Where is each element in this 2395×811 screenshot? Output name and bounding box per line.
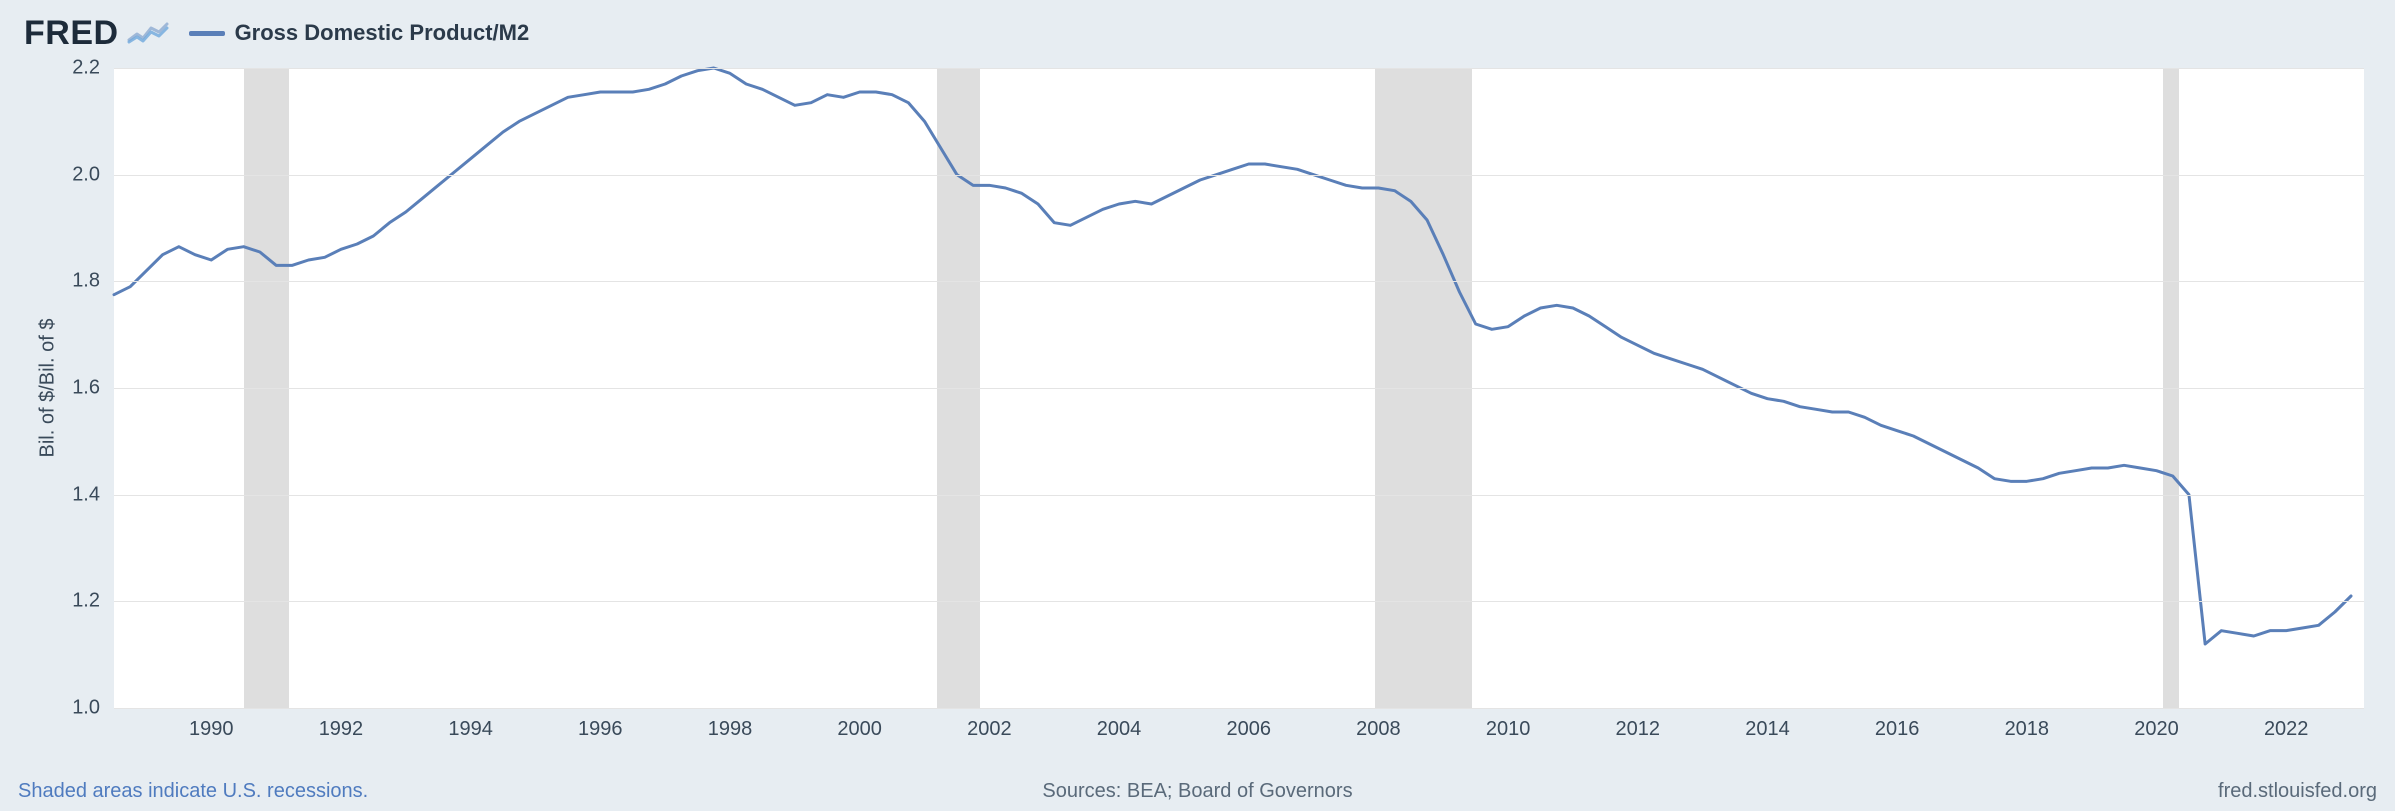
x-tick-label: 2008 (1356, 708, 1401, 741)
x-tick-label: 1990 (189, 708, 234, 741)
grid-line (114, 175, 2364, 176)
x-tick-label: 2002 (967, 708, 1012, 741)
chart: Bil. of $/Bil. of $ 1.01.21.41.61.82.02.… (18, 64, 2377, 754)
x-tick-label: 2004 (1097, 708, 1142, 741)
x-tick-label: 2000 (837, 708, 882, 741)
chart-footer: Shaded areas indicate U.S. recessions. S… (18, 780, 2377, 803)
chart-legend: Gross Domestic Product/M2 (189, 20, 530, 46)
y-tick-label: 2.0 (72, 163, 114, 186)
x-tick-label: 1994 (448, 708, 493, 741)
y-tick-label: 1.6 (72, 377, 114, 400)
sources-note: Sources: BEA; Board of Governors (1042, 780, 1352, 803)
x-tick-label: 2014 (1745, 708, 1790, 741)
grid-line (114, 388, 2364, 389)
grid-line (114, 281, 2364, 282)
x-tick-label: 1996 (578, 708, 623, 741)
legend-swatch (189, 31, 225, 36)
y-axis-label: Bil. of $/Bil. of $ (37, 319, 60, 458)
x-tick-label: 1998 (708, 708, 753, 741)
x-tick-label: 2020 (2134, 708, 2179, 741)
x-tick-label: 2010 (1486, 708, 1531, 741)
chart-header: FRED Gross Domestic Product/M2 (18, 12, 2377, 54)
grid-line (114, 495, 2364, 496)
fred-logo-icon (127, 20, 171, 46)
y-tick-label: 1.4 (72, 483, 114, 506)
recession-note: Shaded areas indicate U.S. recessions. (18, 780, 368, 803)
x-tick-label: 2016 (1875, 708, 1920, 741)
y-tick-label: 1.2 (72, 590, 114, 613)
logo-text: FRED (24, 14, 119, 53)
x-tick-label: 2022 (2264, 708, 2309, 741)
x-tick-label: 1992 (319, 708, 364, 741)
fred-logo: FRED (24, 14, 171, 53)
x-tick-label: 2018 (2005, 708, 2050, 741)
y-tick-label: 1.0 (72, 697, 114, 720)
legend-label: Gross Domestic Product/M2 (235, 20, 530, 46)
grid-line (114, 601, 2364, 602)
y-tick-label: 1.8 (72, 270, 114, 293)
plot-area: Bil. of $/Bil. of $ 1.01.21.41.61.82.02.… (114, 68, 2364, 708)
y-tick-label: 2.2 (72, 57, 114, 80)
grid-line (114, 68, 2364, 69)
x-tick-label: 2012 (1616, 708, 1661, 741)
site-note: fred.stlouisfed.org (2218, 780, 2377, 803)
x-tick-label: 2006 (1226, 708, 1271, 741)
